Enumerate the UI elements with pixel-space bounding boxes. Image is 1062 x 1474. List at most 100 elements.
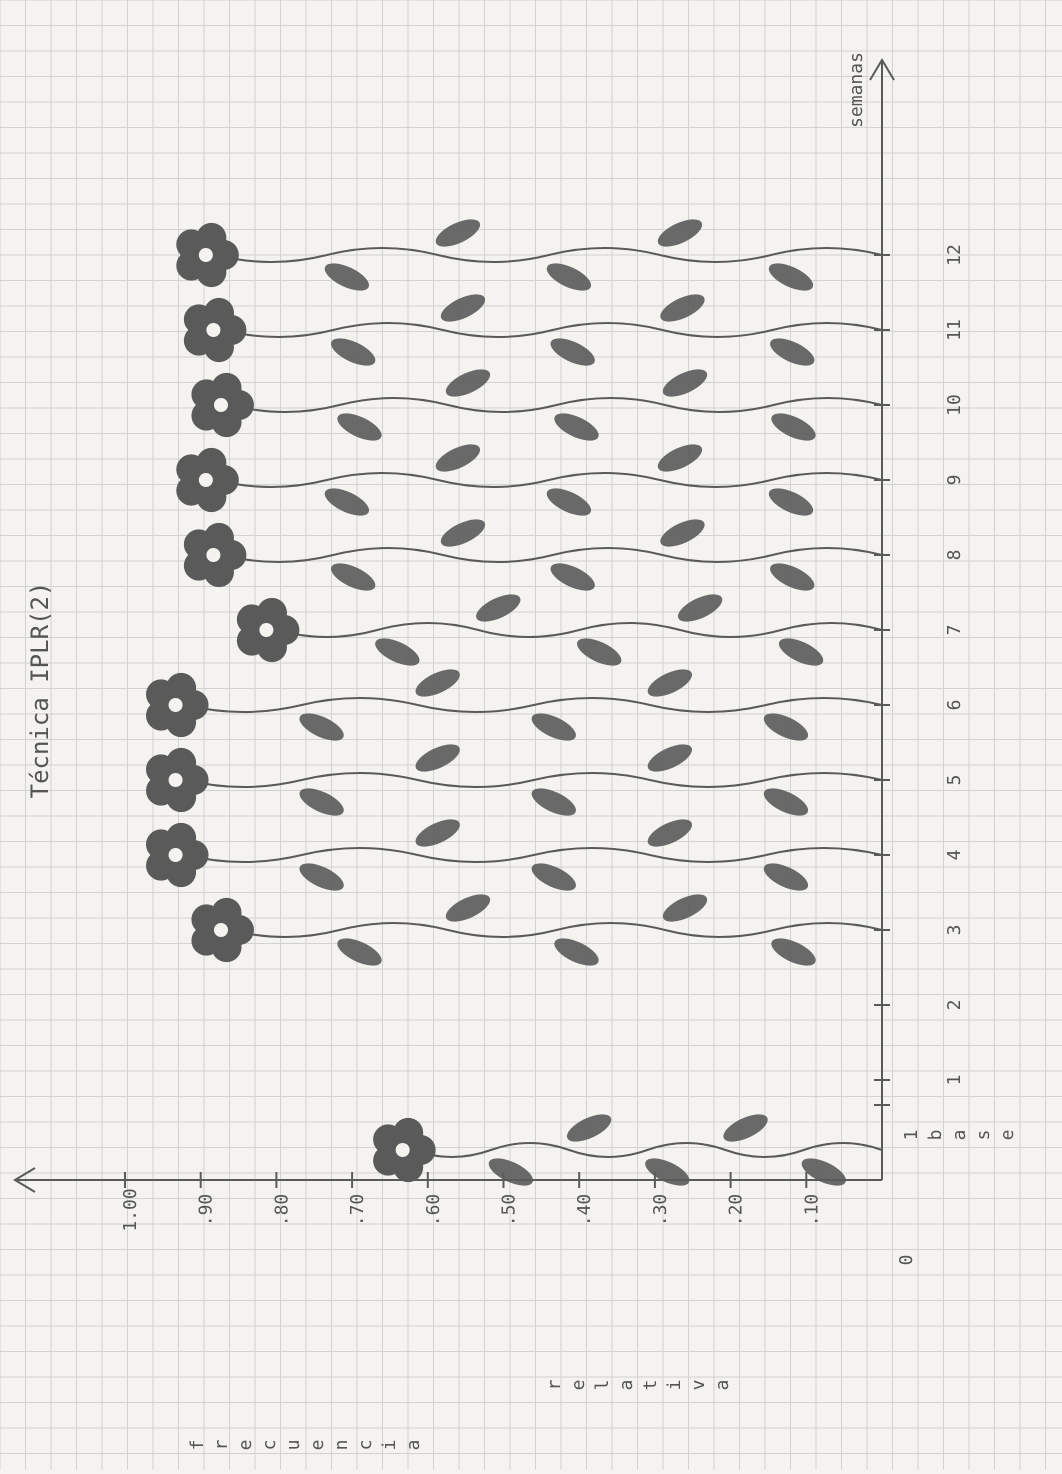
y-axis-label-char: v xyxy=(688,1380,709,1391)
petal xyxy=(191,400,222,431)
stem xyxy=(185,847,883,863)
leaf xyxy=(531,713,576,741)
chart-title: Técnica IPLR(2) xyxy=(26,582,54,799)
petal xyxy=(183,325,214,356)
petal xyxy=(256,597,287,628)
leaf xyxy=(445,894,491,922)
baseline-label-char: 1 xyxy=(901,1130,922,1141)
y-axis-label-char: i xyxy=(379,1440,400,1451)
y-axis-label-char: e xyxy=(568,1380,589,1391)
y-axis-label-char: a xyxy=(403,1440,424,1451)
leaf xyxy=(677,594,723,622)
stem xyxy=(230,397,883,413)
leaf xyxy=(768,488,814,516)
y-axis-label-char: e xyxy=(235,1440,256,1451)
y-tick-label: .50 xyxy=(499,1194,520,1227)
y-tick-label: .90 xyxy=(196,1194,217,1227)
petal xyxy=(183,550,214,581)
flower-center xyxy=(395,1143,410,1157)
flower-stem xyxy=(145,819,883,891)
y-axis-label-char: e xyxy=(307,1440,328,1451)
petal xyxy=(373,1145,404,1176)
leaf xyxy=(771,938,816,966)
leaf xyxy=(440,519,486,547)
leaf xyxy=(577,638,622,666)
leaf xyxy=(415,744,460,772)
y-tick-label: 1.00 xyxy=(120,1188,141,1231)
leaf xyxy=(324,488,370,516)
x-tick-label: 11 xyxy=(944,319,965,341)
baseline-label-char: e xyxy=(997,1130,1018,1141)
leaf xyxy=(771,413,816,441)
stem xyxy=(230,922,883,938)
y-axis-label-char: a xyxy=(616,1380,637,1391)
leaf xyxy=(554,413,599,441)
leaf xyxy=(801,1158,846,1186)
x-tick-label: 4 xyxy=(944,850,965,861)
flower-center xyxy=(213,923,228,937)
flower-center xyxy=(168,848,183,862)
leaf xyxy=(299,713,344,741)
leaf xyxy=(337,938,382,966)
petal xyxy=(211,897,242,928)
leaf xyxy=(440,294,486,322)
leaf xyxy=(778,638,824,666)
y-axis-label-char: t xyxy=(640,1380,661,1391)
y-axis-label-char: r xyxy=(211,1439,232,1450)
flower-stem xyxy=(183,519,883,591)
stem xyxy=(185,697,883,713)
petal xyxy=(176,250,207,281)
y-axis-label-char: l xyxy=(592,1380,613,1391)
petal xyxy=(145,775,176,806)
flower-stem xyxy=(145,669,883,741)
flower-center xyxy=(168,698,183,712)
leaf xyxy=(435,219,481,247)
flower-stem xyxy=(191,369,883,441)
leaf xyxy=(531,863,576,891)
x-tick-label: 9 xyxy=(944,475,965,486)
baseline-label-char: b xyxy=(925,1130,946,1141)
y-tick-label: .70 xyxy=(347,1194,368,1227)
leaf xyxy=(546,488,592,516)
x-tick-label: 2 xyxy=(944,1000,965,1011)
leaf xyxy=(324,263,370,291)
flower-stem xyxy=(176,219,883,291)
x-tick-label: 3 xyxy=(944,925,965,936)
flower-center xyxy=(198,473,213,487)
stem xyxy=(223,322,883,338)
petal xyxy=(196,222,227,253)
leaf xyxy=(566,1114,612,1142)
x-tick-label: 10 xyxy=(944,394,965,416)
leaf xyxy=(531,788,576,816)
y-axis-label-char: c xyxy=(259,1440,280,1451)
y-axis-label-char: f xyxy=(187,1440,208,1451)
y-axis-label-char: a xyxy=(712,1380,733,1391)
leaf xyxy=(299,788,344,816)
leaf xyxy=(550,338,595,366)
leaf xyxy=(770,563,815,591)
leaf xyxy=(337,413,382,441)
flower-center xyxy=(206,548,221,562)
x-tick-label: 12 xyxy=(944,244,965,266)
stem xyxy=(215,472,883,488)
leaf xyxy=(415,819,460,847)
y-tick-label: .40 xyxy=(574,1194,595,1227)
petal xyxy=(166,747,197,778)
flower-center xyxy=(206,323,221,337)
x-tick-label: 6 xyxy=(944,700,965,711)
flower-stem xyxy=(236,594,883,666)
y-axis-label-char: n xyxy=(331,1440,352,1451)
x-axis-label: semanas xyxy=(846,52,867,128)
leaf xyxy=(723,1114,768,1142)
x-tick-label: 1 xyxy=(944,1075,965,1086)
leaf xyxy=(435,444,481,472)
leaf xyxy=(488,1158,534,1186)
leaf xyxy=(768,263,814,291)
leaf xyxy=(763,863,809,891)
y-axis-label-char: u xyxy=(283,1440,304,1451)
y-tick-label: .10 xyxy=(801,1194,822,1227)
flower-center xyxy=(198,248,213,262)
x-origin-label: 0 xyxy=(896,1255,917,1266)
y-axis-label-char: c xyxy=(355,1440,376,1451)
